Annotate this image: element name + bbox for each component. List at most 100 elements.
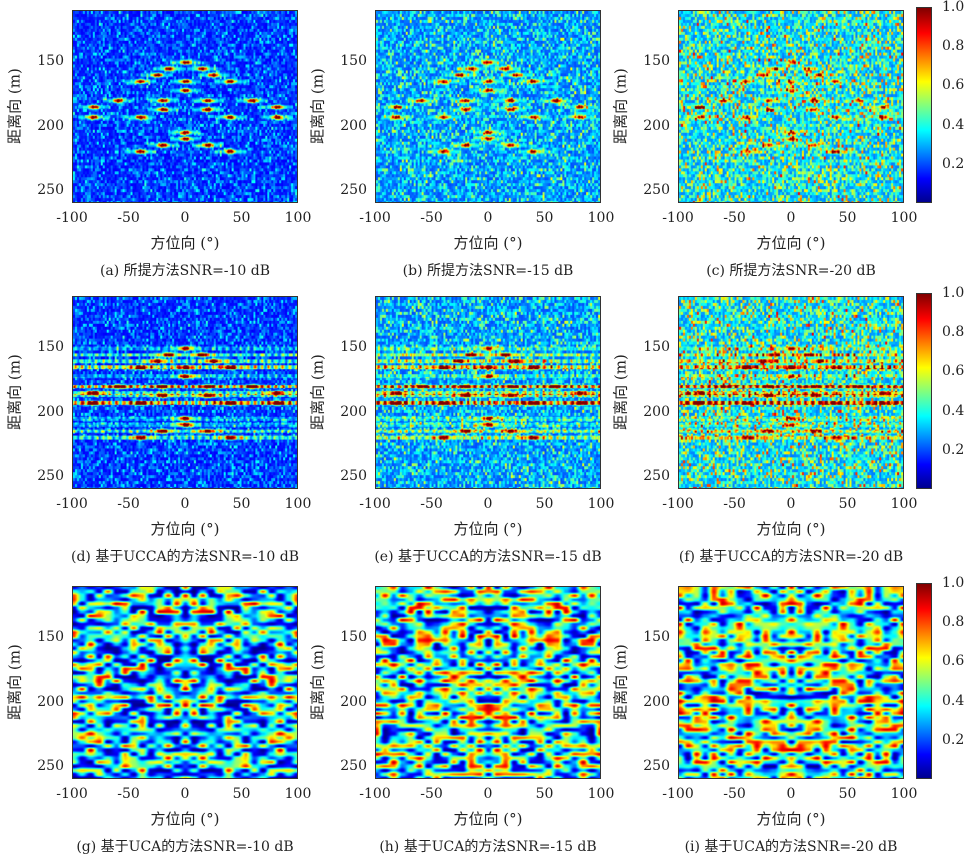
y-tick-label: 200 <box>340 117 367 134</box>
y-tick-label: 200 <box>643 693 670 710</box>
y-tick-label: 250 <box>340 758 367 775</box>
heatmap-image <box>376 297 600 488</box>
colorbar-tick-label: 0.2 <box>942 155 965 172</box>
x-tick-label: -100 <box>359 786 391 802</box>
x-tick-label: -100 <box>56 786 88 802</box>
heatmap-i <box>678 586 904 779</box>
colorbar-tick-label: 0.8 <box>942 38 965 55</box>
x-tick-label: -100 <box>359 210 391 226</box>
colorbar-tick-label: 1.0 <box>942 575 965 591</box>
heatmap-f <box>678 296 904 489</box>
y-tick-label: 200 <box>37 693 64 710</box>
colorbar-tick-label: 0.8 <box>942 614 965 631</box>
x-tick-label: 0 <box>180 786 190 802</box>
subplot-caption: (b) 所提方法SNR=-15 dB <box>402 263 574 279</box>
y-tick-label: 150 <box>37 339 64 356</box>
x-tick-label: 50 <box>535 786 554 802</box>
y-tick-label: 150 <box>643 339 670 356</box>
y-tick-label: 200 <box>37 403 64 420</box>
y-tick-label: 250 <box>340 468 367 485</box>
subplot-e: -100 -50 0 50 100 150 200 250 方位向 (°) 距离向 (m) (e) … <box>303 286 614 576</box>
x-tick-label: -100 <box>56 496 88 512</box>
colorbar-tick-label: 0.2 <box>942 441 965 458</box>
colorbar <box>916 293 932 489</box>
x-tick-label: -50 <box>420 210 443 226</box>
x-tick-label: 100 <box>284 210 312 226</box>
heatmap-image <box>376 587 600 778</box>
y-tick-label: 150 <box>340 53 367 70</box>
y-axis-label: 距离向 (m) <box>308 644 327 720</box>
y-tick-label: 200 <box>643 117 670 134</box>
x-axis-label: 方位向 (°) <box>150 520 220 538</box>
x-tick-label: 0 <box>786 786 796 802</box>
y-axis-label: 距离向 (m) <box>308 68 327 144</box>
subplot-caption: (i) 基于UCA的方法SNR=-20 dB <box>684 839 898 855</box>
colorbar-tick-label: 1.0 <box>942 0 965 15</box>
y-axis-label: 距离向 (m) <box>611 68 630 144</box>
x-tick-label: 100 <box>284 786 312 802</box>
x-tick-label: -100 <box>662 210 694 226</box>
x-axis-label: 方位向 (°) <box>150 810 220 828</box>
colorbar-tick-label: 0.4 <box>942 402 965 419</box>
colorbar-tick-label: 0.6 <box>942 77 965 94</box>
subplot-b: -100 -50 0 50 100 150 200 250 方位向 (°) 距离向 (m) (b) … <box>303 0 614 290</box>
y-tick-label: 200 <box>37 117 64 134</box>
heatmap-image <box>679 11 903 202</box>
heatmap-b <box>375 10 601 203</box>
x-tick-label: -50 <box>723 496 746 512</box>
subplot-h: -100 -50 0 50 100 150 200 250 方位向 (°) 距离向 (m) (h) … <box>303 576 614 866</box>
subplot-c: -100 -50 0 50 100 150 200 250 方位向 (°) 距离向 (m) (c) … <box>606 0 917 290</box>
x-tick-label: 100 <box>587 786 615 802</box>
x-axis-label: 方位向 (°) <box>756 520 826 538</box>
x-axis-label: 方位向 (°) <box>453 234 523 252</box>
y-axis-label: 距离向 (m) <box>308 354 327 430</box>
heatmap-e <box>375 296 601 489</box>
x-tick-label: 100 <box>890 496 918 512</box>
x-tick-label: 50 <box>232 786 251 802</box>
subplot-f: -100 -50 0 50 100 150 200 250 方位向 (°) 距离向 (m) (f) … <box>606 286 917 576</box>
x-tick-label: 100 <box>587 496 615 512</box>
y-tick-label: 200 <box>643 403 670 420</box>
x-tick-label: -100 <box>662 786 694 802</box>
y-axis-label: 距离向 (m) <box>611 354 630 430</box>
colorbar-tick-label: 1.0 <box>942 285 965 301</box>
x-tick-label: -50 <box>420 496 443 512</box>
x-tick-label: 50 <box>838 210 857 226</box>
y-tick-label: 200 <box>340 403 367 420</box>
x-tick-label: 50 <box>232 210 251 226</box>
heatmap-image <box>679 297 903 488</box>
y-tick-label: 250 <box>37 182 64 199</box>
x-tick-label: 50 <box>838 786 857 802</box>
x-tick-label: 50 <box>232 496 251 512</box>
heatmap-h <box>375 586 601 779</box>
x-tick-label: 50 <box>838 496 857 512</box>
y-axis-label: 距离向 (m) <box>611 644 630 720</box>
x-tick-label: 100 <box>284 496 312 512</box>
colorbar-tick-label: 0.4 <box>942 692 965 709</box>
x-tick-label: 0 <box>786 210 796 226</box>
x-axis-label: 方位向 (°) <box>756 234 826 252</box>
x-tick-label: 0 <box>180 210 190 226</box>
y-tick-label: 150 <box>37 53 64 70</box>
heatmap-g <box>72 586 298 779</box>
x-tick-label: 0 <box>180 496 190 512</box>
subplot-i: -100 -50 0 50 100 150 200 250 方位向 (°) 距离向 (m) (i) … <box>606 576 917 866</box>
x-axis-label: 方位向 (°) <box>756 810 826 828</box>
subplot-g: -100 -50 0 50 100 150 200 250 方位向 (°) 距离向 (m) (g) … <box>0 576 311 866</box>
x-tick-label: -50 <box>117 496 140 512</box>
subplot-caption: (a) 所提方法SNR=-10 dB <box>99 263 271 279</box>
x-tick-label: -100 <box>359 496 391 512</box>
x-axis-label: 方位向 (°) <box>453 520 523 538</box>
y-tick-label: 200 <box>340 693 367 710</box>
x-tick-label: 100 <box>890 210 918 226</box>
y-tick-label: 250 <box>643 468 670 485</box>
colorbar-tick-label: 0.8 <box>942 324 965 341</box>
colorbar <box>916 7 932 203</box>
y-tick-label: 150 <box>340 629 367 646</box>
heatmap-image <box>73 587 297 778</box>
colorbar <box>916 583 932 779</box>
x-tick-label: -50 <box>723 786 746 802</box>
heatmap-image <box>73 11 297 202</box>
x-tick-label: 0 <box>483 786 493 802</box>
heatmap-image <box>376 11 600 202</box>
